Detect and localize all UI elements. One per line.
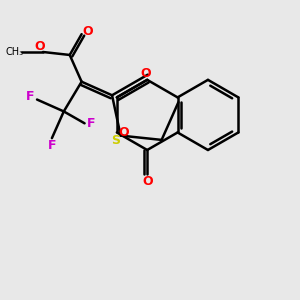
Text: O: O	[35, 40, 45, 52]
Text: F: F	[87, 117, 95, 130]
Text: CH₃: CH₃	[6, 47, 24, 57]
Text: S: S	[111, 134, 120, 146]
Text: O: O	[82, 25, 93, 38]
Text: F: F	[48, 139, 56, 152]
Text: F: F	[26, 90, 35, 103]
Text: O: O	[142, 175, 152, 188]
Text: O: O	[118, 126, 129, 139]
Text: O: O	[140, 67, 151, 80]
